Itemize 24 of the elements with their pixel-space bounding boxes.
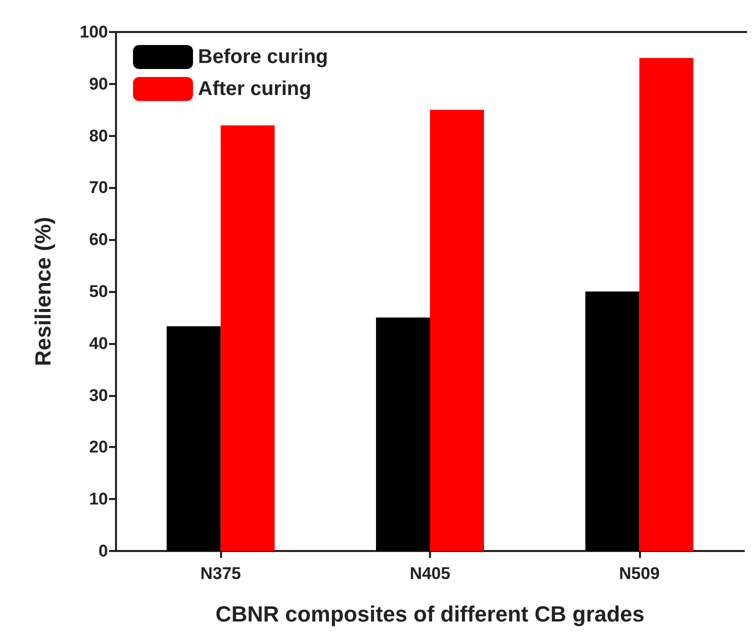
- y-tick-label: 30: [89, 386, 108, 405]
- y-tick-label: 90: [89, 74, 108, 94]
- legend-label: After curing: [198, 78, 312, 100]
- x-tick-label: N405: [410, 564, 450, 583]
- bar: [166, 326, 221, 551]
- y-tick-label: 50: [89, 282, 108, 301]
- y-tick-label: 60: [89, 230, 108, 250]
- y-tick-label: 10: [89, 490, 108, 509]
- y-tick-label: 80: [89, 126, 108, 146]
- bar: [376, 317, 430, 551]
- x-axis-title: CBNR composites of different CB grades: [215, 602, 645, 626]
- legend-label: Before curing: [198, 46, 328, 68]
- y-tick-label: 0: [98, 542, 108, 560]
- y-tick-label: 20: [89, 438, 108, 457]
- y-tick-label: 70: [89, 178, 108, 198]
- y-tick-label: 40: [89, 334, 108, 353]
- y-axis-title: Resilience (%): [30, 216, 56, 366]
- bar: [220, 125, 275, 551]
- bar: [430, 110, 484, 551]
- x-tick-label: N375: [200, 564, 241, 583]
- y-tick-label: 100: [80, 22, 108, 42]
- bar: [585, 292, 640, 551]
- bar: [639, 58, 694, 551]
- x-tick-label: N509: [619, 564, 660, 583]
